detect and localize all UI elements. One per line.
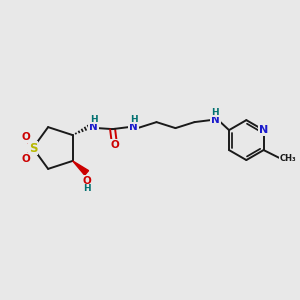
Text: H: H	[83, 184, 90, 194]
Text: H: H	[90, 115, 98, 124]
Text: N: N	[129, 122, 138, 132]
Text: N: N	[211, 115, 220, 125]
Text: H: H	[130, 115, 137, 124]
Polygon shape	[73, 161, 88, 175]
Text: H: H	[212, 108, 219, 117]
Text: N: N	[89, 122, 98, 132]
Text: S: S	[29, 142, 37, 154]
Text: CH₃: CH₃	[280, 154, 296, 163]
Text: O: O	[22, 154, 30, 164]
Text: O: O	[110, 140, 119, 150]
Text: N: N	[259, 125, 268, 135]
Text: O: O	[82, 176, 91, 186]
Text: O: O	[22, 132, 30, 142]
